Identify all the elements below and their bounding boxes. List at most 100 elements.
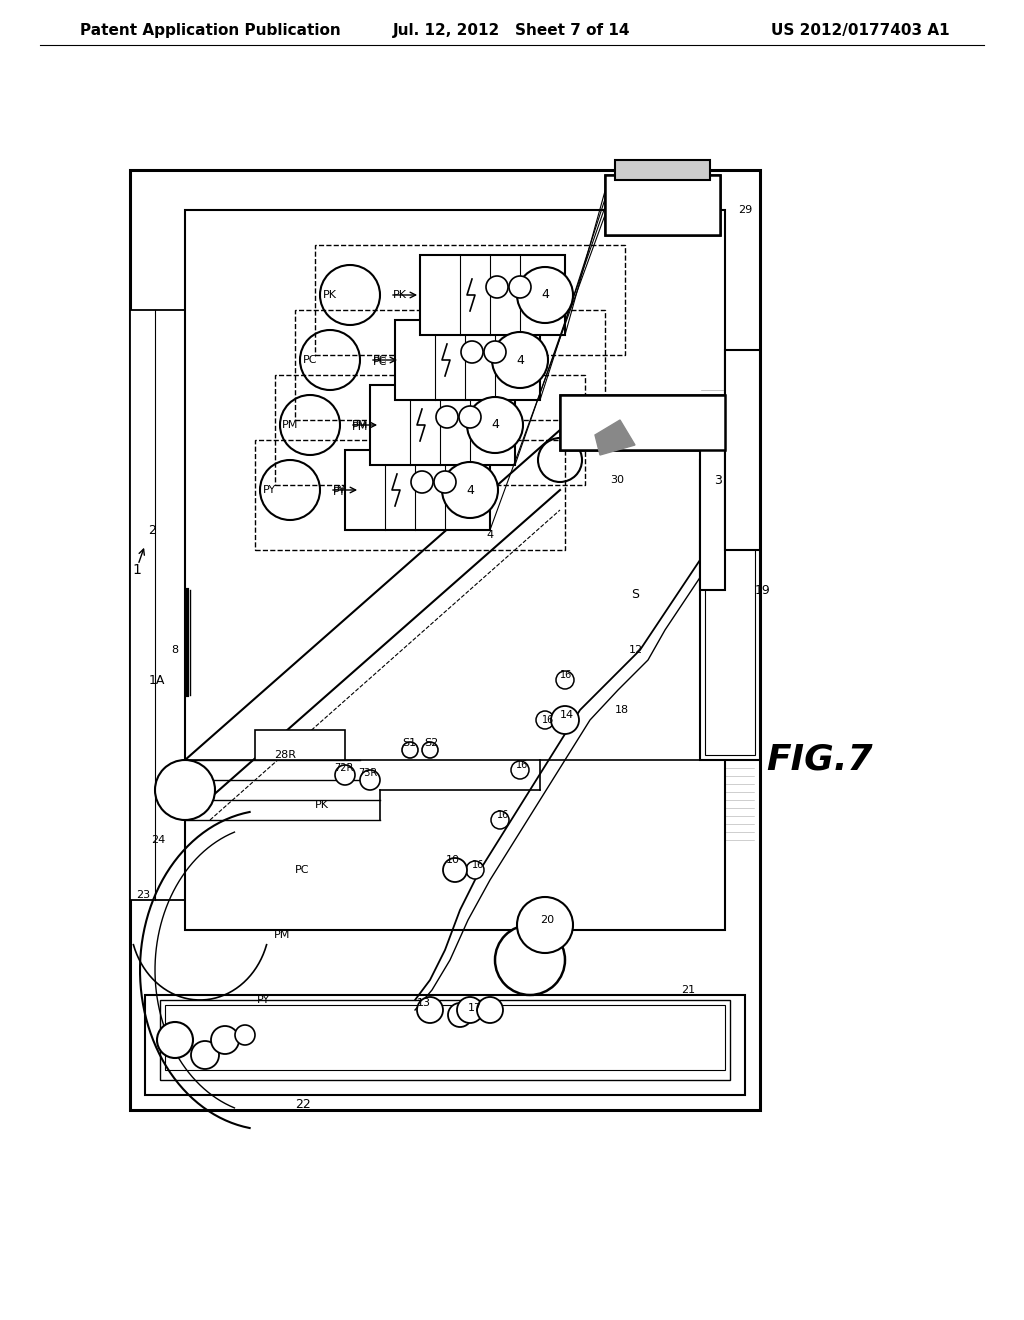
Text: 18: 18 [615, 705, 629, 715]
Circle shape [157, 1022, 193, 1059]
Text: PK: PK [315, 800, 329, 810]
Text: 4: 4 [516, 354, 524, 367]
Text: US 2012/0177403 A1: US 2012/0177403 A1 [771, 22, 950, 37]
Text: 8: 8 [171, 645, 178, 655]
Circle shape [422, 742, 438, 758]
Text: 16: 16 [472, 861, 484, 870]
Circle shape [319, 265, 380, 325]
Text: Patent Application Publication: Patent Application Publication [80, 22, 341, 37]
Text: 4: 4 [541, 289, 549, 301]
Text: 16: 16 [516, 760, 528, 770]
Bar [395, 319, 540, 400]
Text: 19: 19 [755, 583, 771, 597]
Bar [255, 730, 345, 760]
Bar [605, 176, 720, 235]
Bar [145, 995, 745, 1096]
Circle shape [492, 333, 548, 388]
Text: 3a: 3a [641, 440, 655, 450]
Circle shape [478, 998, 502, 1022]
Circle shape [459, 407, 481, 428]
Circle shape [335, 766, 355, 785]
Bar [705, 465, 755, 755]
Circle shape [495, 925, 565, 995]
Circle shape [509, 276, 531, 298]
Bar [130, 310, 185, 900]
Bar [605, 176, 720, 235]
Text: PM: PM [282, 420, 298, 430]
Text: 72R: 72R [334, 763, 353, 774]
Text: 2: 2 [148, 524, 156, 536]
Circle shape [461, 341, 483, 363]
Text: 29a: 29a [689, 176, 711, 185]
Polygon shape [595, 420, 635, 455]
Bar [165, 1005, 725, 1071]
Bar [315, 246, 625, 355]
Bar [255, 440, 565, 550]
Bar [560, 395, 725, 450]
Bar [615, 160, 710, 180]
Circle shape [434, 471, 456, 492]
Circle shape [418, 998, 442, 1022]
Text: PM: PM [352, 420, 369, 430]
Bar [295, 310, 605, 420]
Circle shape [517, 267, 573, 323]
Circle shape [490, 810, 509, 829]
Text: 73R: 73R [358, 768, 378, 777]
Text: S1: S1 [402, 738, 416, 748]
Text: 1A: 1A [148, 673, 165, 686]
Circle shape [551, 706, 579, 734]
Text: 17: 17 [468, 1003, 482, 1012]
Bar [560, 395, 725, 450]
Bar [420, 255, 565, 335]
Circle shape [417, 997, 443, 1023]
Text: PY: PY [263, 484, 276, 495]
Circle shape [538, 438, 582, 482]
Text: 12: 12 [629, 645, 643, 655]
Circle shape [280, 395, 340, 455]
Circle shape [536, 711, 554, 729]
Circle shape [402, 742, 418, 758]
Text: 22: 22 [295, 1098, 311, 1111]
Circle shape [466, 861, 484, 879]
Bar [275, 375, 585, 484]
Text: PC: PC [373, 355, 387, 366]
Text: 16: 16 [542, 715, 554, 725]
Circle shape [467, 397, 523, 453]
Text: 30: 30 [610, 475, 624, 484]
Circle shape [556, 671, 574, 689]
Text: 28R: 28R [274, 750, 296, 760]
Text: 21: 21 [681, 985, 695, 995]
Bar [700, 459, 760, 760]
Text: 3: 3 [714, 474, 722, 487]
Circle shape [477, 997, 503, 1023]
Text: PY: PY [256, 995, 269, 1005]
Text: FIG.7: FIG.7 [767, 743, 873, 777]
Circle shape [442, 462, 498, 517]
Text: 13: 13 [417, 998, 431, 1008]
Circle shape [517, 898, 573, 953]
Text: 4: 4 [486, 531, 494, 540]
Circle shape [260, 459, 319, 520]
Circle shape [457, 997, 483, 1023]
Text: S2: S2 [424, 738, 438, 748]
Circle shape [443, 858, 467, 882]
Text: 10: 10 [446, 855, 460, 865]
Circle shape [436, 407, 458, 428]
Text: PC: PC [373, 356, 387, 367]
Text: 23: 23 [136, 890, 151, 900]
Text: 1: 1 [132, 564, 141, 577]
Circle shape [191, 1041, 219, 1069]
Text: PK: PK [323, 290, 337, 300]
Text: 16: 16 [560, 671, 572, 680]
Text: 4: 4 [492, 418, 499, 432]
Text: PK: PK [548, 260, 562, 271]
Circle shape [486, 276, 508, 298]
Text: PC: PC [295, 865, 309, 875]
Bar [700, 411, 725, 590]
Text: 20: 20 [540, 915, 554, 925]
Text: PM: PM [352, 422, 369, 432]
Circle shape [155, 760, 215, 820]
Text: PK: PK [393, 290, 407, 300]
Bar [185, 210, 725, 931]
Text: PY: PY [334, 487, 347, 498]
